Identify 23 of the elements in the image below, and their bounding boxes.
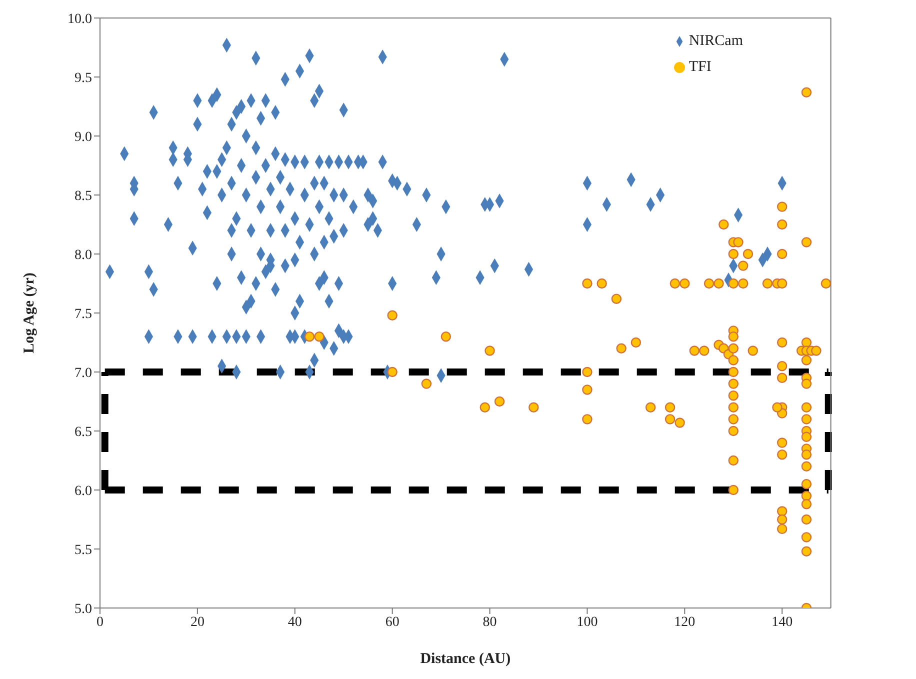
x-tick-label: 60 — [385, 614, 400, 630]
y-axis-title: Log Age (yr) — [21, 272, 38, 354]
legend-label: NIRCam — [688, 33, 743, 49]
y-tick-label: 6.0 — [74, 484, 92, 499]
y-tick-label: 5.5 — [74, 542, 92, 558]
x-tick-label: 40 — [288, 614, 302, 630]
x-tick-label: 120 — [674, 614, 696, 630]
y-tick-label: 10.0 — [68, 12, 92, 27]
legend-label: TFI — [688, 59, 712, 75]
x-tick-label: 20 — [190, 614, 204, 630]
y-tick-label: 9.0 — [74, 130, 92, 145]
y-tick-label: 7.0 — [74, 366, 92, 381]
x-tick-label: 0 — [96, 614, 104, 630]
y-tick-label: 5.0 — [74, 602, 92, 617]
x-axis-title: Distance (AU) — [420, 651, 511, 667]
x-tick-label: 80 — [482, 614, 497, 630]
y-tick-label: 8.0 — [74, 248, 92, 263]
y-tick-label: 7.5 — [74, 306, 92, 322]
x-tick-label: 100 — [576, 614, 598, 630]
y-tick-label: 9.5 — [74, 70, 92, 86]
y-tick-label: 8.5 — [74, 188, 92, 204]
x-tick-label: 140 — [772, 614, 793, 630]
y-tick-label: 6.5 — [74, 424, 92, 440]
